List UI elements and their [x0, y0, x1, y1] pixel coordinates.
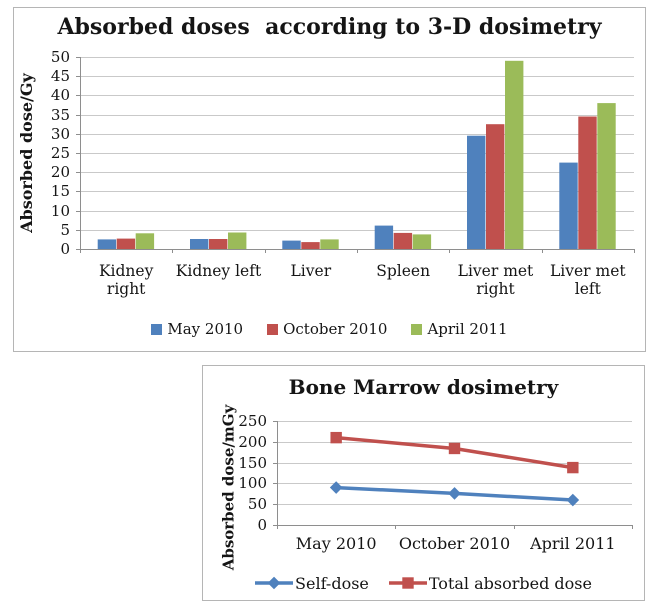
- legend-label: Total absorbed dose: [428, 573, 592, 593]
- bar-chart-title: Absorbed doses according to 3-D dosimetr…: [57, 14, 602, 40]
- line-chart-legend: Self-dose Total absorbed dose: [203, 572, 644, 594]
- bone-marrow-line-chart-panel: Bone Marrow dosimetry Absorbed dose/mGy …: [202, 365, 645, 601]
- line-chart-title: Bone Marrow dosimetry: [288, 375, 559, 399]
- legend-line-marker: [388, 577, 427, 589]
- line-chart-plot-area: [273, 421, 633, 529]
- legend-label: May 2010: [167, 320, 244, 338]
- legend-label: Self-dose: [295, 573, 369, 593]
- legend-item: May 2010: [151, 320, 243, 338]
- legend-item: Total absorbed dose: [388, 573, 592, 593]
- legend-swatch: [411, 323, 423, 335]
- legend-item: October 2010: [267, 320, 387, 338]
- legend-swatch: [267, 323, 279, 335]
- bar-chart-plot-area: [76, 57, 635, 253]
- legend-swatch: [151, 323, 163, 335]
- bar-chart-legend: May 2010 October 2010 April 2011: [14, 318, 645, 340]
- legend-item: April 2011: [411, 320, 508, 338]
- legend-label: October 2010: [283, 320, 388, 338]
- absorbed-doses-bar-chart-panel: Absorbed doses according to 3-D dosimetr…: [13, 7, 646, 352]
- legend-label: April 2011: [427, 320, 508, 338]
- legend-item: Self-dose: [255, 574, 369, 593]
- legend-line-marker: [255, 576, 294, 590]
